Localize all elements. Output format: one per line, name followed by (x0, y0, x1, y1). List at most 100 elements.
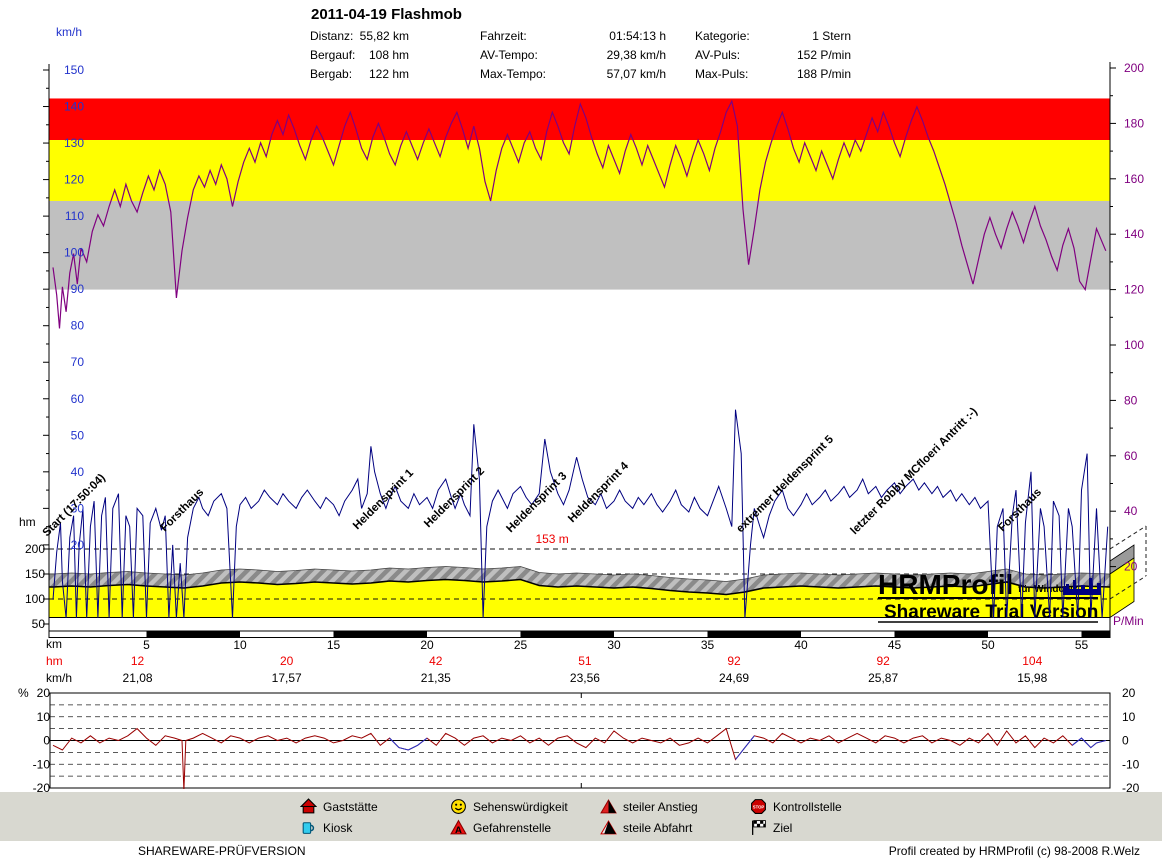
speed-axis-tick-label: 130 (64, 136, 84, 150)
km-scale-bar-black-segment (333, 631, 427, 637)
pulse-axis-tick-label: 160 (1124, 172, 1144, 186)
stat-value: 55,82 km (359, 29, 409, 43)
stat-value: 57,07 km/h (606, 67, 666, 81)
segment-speed-row-label: km/h (46, 671, 73, 685)
red-zone-band (49, 98, 1110, 141)
grade-axis-tick-label-left: -10 (33, 757, 51, 771)
smiley-icon (450, 798, 467, 815)
legend-label: Ziel (773, 820, 793, 835)
km-scale-bar-black-segment (894, 631, 988, 637)
km-axis-tick-label: 30 (607, 638, 621, 652)
speed-axis-tick-label: 110 (65, 209, 84, 223)
steep-descent-icon (600, 819, 617, 836)
page-title: 2011-04-19 Flashmob (311, 6, 462, 23)
grade-axis-tick-label-left: 10 (37, 710, 51, 724)
route-annotation: Heldensprint 4 (566, 460, 631, 525)
legend-label: Kiosk (323, 820, 353, 835)
stat-label: AV-Tempo: (480, 48, 538, 62)
legend-item: Kiosk (300, 819, 352, 836)
grade-unit-label: % (18, 686, 29, 700)
house-icon (299, 798, 318, 815)
stat-value: 01:54:13 h (609, 29, 666, 43)
route-annotation: extremer Heldensprint 5 (734, 433, 836, 535)
elevation-axis-unit-label: hm (19, 515, 36, 529)
route-annotation: Heldensprint 3 (504, 470, 569, 535)
legend-strip (0, 792, 1162, 841)
segment-hm-value: 92 (727, 654, 741, 668)
stat-label: AV-Puls: (695, 48, 741, 62)
pulse-axis-tick-label: 20 (1124, 560, 1138, 574)
km-scale-bar-black-segment (707, 631, 801, 637)
gray-zone-band (49, 200, 1110, 290)
segment-hm-value: 20 (279, 654, 294, 668)
segment-hm-value: 104 (1022, 654, 1043, 668)
speed-axis-tick-label: 30 (71, 501, 85, 515)
pulse-axis-tick-label: 140 (1124, 227, 1144, 241)
km-axis-tick-label: 15 (327, 638, 341, 652)
legend-item: Ziel (750, 819, 792, 836)
km-axis-tick-label: 5 (143, 638, 150, 652)
speed-axis-tick-label: 90 (71, 282, 85, 296)
grade-axis-tick-label-right: 0 (1122, 734, 1129, 748)
stat-value: 152 P/min (796, 48, 851, 62)
km-axis-tick-label: 20 (420, 638, 434, 652)
pulse-axis-tick-label: 200 (1124, 61, 1144, 75)
grade-line-descent-segment (1071, 737, 1106, 749)
pulse-axis-tick-label: 180 (1124, 116, 1144, 130)
km-scale-bar-black-segment (146, 631, 240, 637)
svg-text:STOP: STOP (753, 804, 765, 809)
grade-axis-tick-label-left: 0 (43, 734, 50, 748)
axes: 150 140 130 120 110 100 90 80 70 60 50 40 30 20 200 150… (25, 61, 1144, 652)
segment-hm-value: 92 (876, 654, 890, 668)
yellow-elevation-block (49, 579, 1110, 618)
segment-speed-value: 21,08 (122, 671, 153, 685)
legend-item: STOP Kontrollstelle (750, 798, 842, 815)
legend-item: A Gefahrenstelle (450, 819, 551, 836)
segment-speed-value: 17,57 (271, 671, 302, 685)
stat-label: Kategorie: (695, 29, 750, 43)
speed-axis-tick-label: 120 (64, 173, 84, 187)
watermark-brand: HRMProfil (878, 569, 1013, 600)
svg-text:A: A (455, 825, 462, 836)
stat-value: 1 Stern (812, 29, 851, 43)
stop-icon: STOP (750, 798, 767, 815)
hm-axis-tick-label: 50 (32, 617, 46, 631)
grade-axis-tick-label-right: 20 (1122, 686, 1136, 700)
pulse-axis-tick-label: 60 (1124, 449, 1138, 463)
segment-speed-value: 23,56 (569, 671, 600, 685)
box-3d-dashed-guide (1109, 575, 1147, 600)
segment-speed-value: 21,35 (420, 671, 451, 685)
hm-axis-tick-label: 200 (25, 542, 45, 556)
yellow-zone-band (49, 140, 1110, 201)
stat-label: Distanz: (310, 29, 354, 43)
terrain-top-line (49, 566, 1110, 582)
grade-axis-tick-label-left: -20 (33, 781, 51, 795)
legend-item: steiler Anstieg (600, 798, 698, 815)
grade-axis-tick-label-right: -20 (1122, 781, 1140, 795)
legend-item: steile Abfahrt (600, 819, 692, 836)
segment-hm-value: 12 (130, 654, 145, 668)
legend-item: Sehenswürdigkeit (450, 798, 568, 815)
hm-axis-tick-label: 150 (25, 567, 45, 581)
speed-axis-tick-label: 80 (71, 319, 85, 333)
km-axis-tick-label: 25 (514, 638, 528, 652)
speed-axis-tick-label: 140 (64, 100, 84, 114)
legend-label: steiler Anstieg (623, 799, 698, 814)
segment-speed-value: 24,69 (719, 671, 750, 685)
data-series (52, 99, 1109, 619)
route-annotation: letzter Robby MCfloeri Antritt :-) (848, 405, 980, 537)
grade-line-descent-segment (389, 737, 428, 751)
speed-axis-unit-label: km/h (56, 25, 83, 39)
grade-axis-tick-label-right: -10 (1122, 757, 1140, 771)
grade-panel: % 20 20 10 10 0 0 -10 -10 -20 -20 (18, 686, 1140, 795)
stat-value: 29,38 km/h (606, 48, 666, 62)
speed-axis-tick-label: 20 (71, 538, 85, 552)
finish-flag-icon (750, 819, 767, 836)
grade-axis-tick-label-left: 20 (37, 686, 51, 700)
segment-speed-value: 15,98 (1017, 671, 1048, 685)
speed-axis-tick-label: 150 (64, 63, 84, 77)
legend-item: Gaststätte (299, 798, 378, 815)
pulse-axis-tick-label: 40 (1124, 504, 1138, 518)
grade-axis-tick-label-right: 10 (1122, 710, 1136, 724)
